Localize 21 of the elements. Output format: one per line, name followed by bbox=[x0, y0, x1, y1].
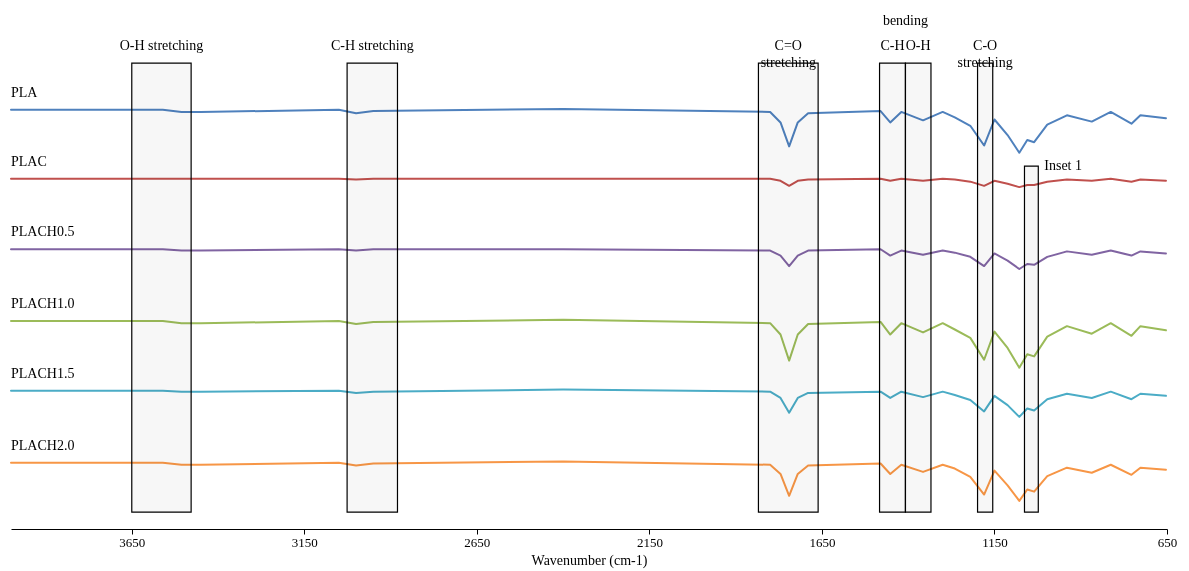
x-tick-label: 2150 bbox=[636, 534, 663, 550]
series-label: PLACH1.5 bbox=[11, 365, 75, 381]
x-tick-label: 2650 bbox=[464, 534, 491, 550]
series-label: PLACH2.0 bbox=[11, 437, 75, 453]
band-label: Inset 1 bbox=[1044, 158, 1083, 174]
x-tick-label: 1150 bbox=[982, 534, 1008, 550]
band-label: C-H bbox=[880, 38, 905, 54]
series-label: PLACH0.5 bbox=[11, 224, 75, 240]
band-label: O-H bbox=[905, 38, 931, 54]
series-label: PLAC bbox=[11, 153, 47, 169]
x-tick-label: 1650 bbox=[809, 534, 836, 550]
band-label: C-H stretching bbox=[330, 38, 414, 54]
x-tick-label: 650 bbox=[1157, 534, 1178, 550]
series-label: PLACH1.0 bbox=[11, 296, 75, 312]
x-tick-label: 3150 bbox=[291, 534, 318, 550]
band-label: C-O stretching bbox=[957, 38, 1013, 71]
x-axis-title: Wavenumber (cm-1) bbox=[531, 552, 648, 569]
series-label: PLA bbox=[11, 84, 39, 100]
band-label: O-H stretching bbox=[119, 38, 204, 54]
x-tick-label: 3650 bbox=[119, 534, 146, 550]
text: bending bbox=[882, 13, 928, 29]
